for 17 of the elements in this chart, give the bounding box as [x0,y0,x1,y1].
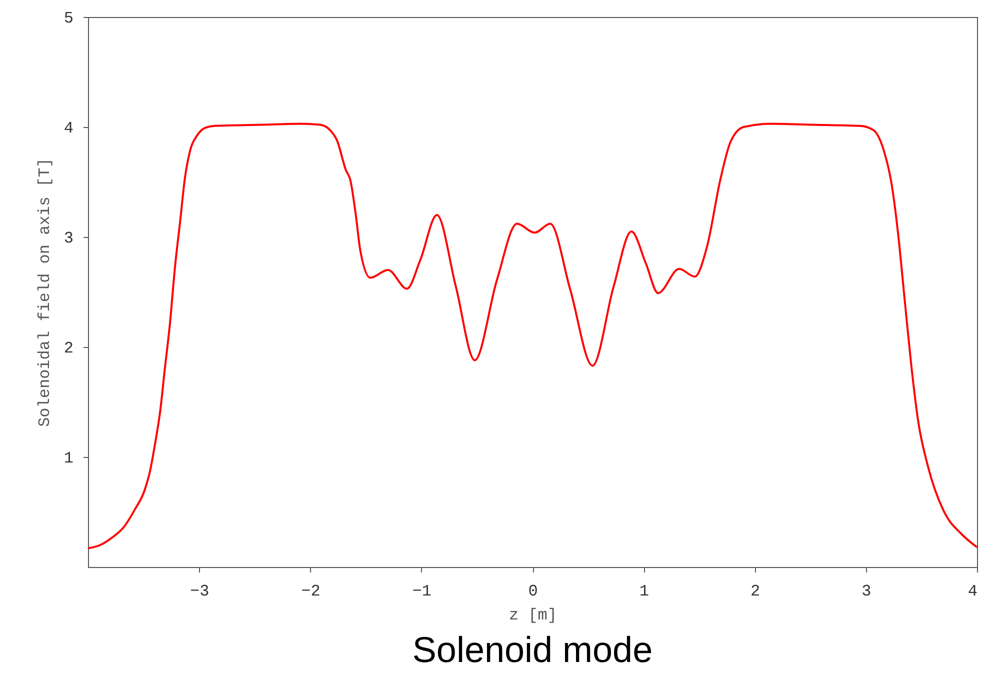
y-tick-label: 4 [64,120,74,138]
x-axis-title: z [m] [508,606,558,624]
x-tick-label: 3 [862,582,872,600]
x-tick-label: 4 [968,582,978,600]
y-tick-label: 2 [64,340,74,358]
y-tick-label: 5 [64,10,74,28]
x-tick-label: 2 [750,582,760,600]
y-tick-label: 3 [64,230,74,248]
x-tick-label: 0 [528,582,538,600]
y-tick-label: 1 [64,450,74,468]
text: Solenoid mode [412,629,653,670]
x-tick-label: 1 [639,582,649,600]
line-series [87,122,978,550]
x-tick-label: −1 [412,582,432,600]
x-tick-label: −3 [190,582,210,600]
x-tick-label: −2 [301,582,320,600]
y-axis-title: Solenoidal field on axis [T] [36,158,54,427]
